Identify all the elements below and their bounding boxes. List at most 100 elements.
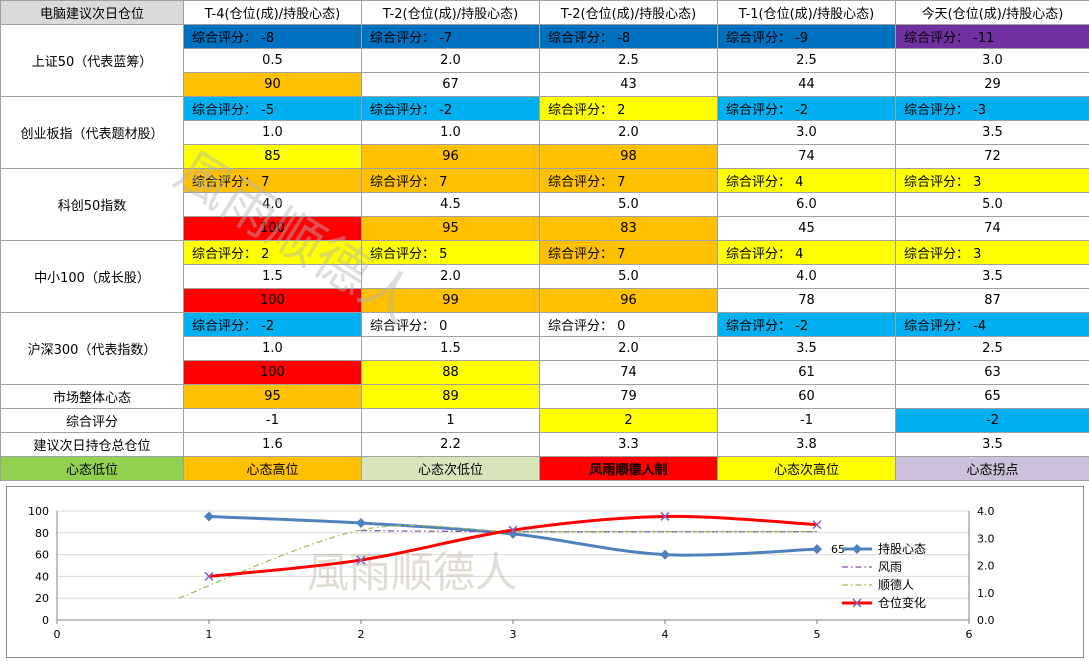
legend-cell[interactable]: 风雨顺德人制 [540,457,718,481]
sentiment-cell[interactable]: 88 [362,361,540,385]
sentiment-cell[interactable]: 100 [184,361,362,385]
market-sentiment-row-cell[interactable]: 89 [362,385,540,409]
sentiment-cell[interactable]: 99 [362,289,540,313]
next-position-row-cell[interactable]: 3.8 [718,433,896,457]
position-cell[interactable]: 4.5 [362,193,540,217]
score-cell[interactable]: 综合评分： 0 [362,313,540,337]
sentiment-cell[interactable]: 90 [184,73,362,97]
sentiment-cell[interactable]: 72 [896,145,1089,169]
score-cell[interactable]: 综合评分： -7 [362,25,540,49]
position-cell[interactable]: 0.5 [184,49,362,73]
next-position-row-cell[interactable]: 2.2 [362,433,540,457]
sentiment-cell[interactable]: 43 [540,73,718,97]
position-cell[interactable]: 5.0 [540,265,718,289]
score-cell[interactable]: 综合评分： -5 [184,97,362,121]
sentiment-cell[interactable]: 78 [718,289,896,313]
index-name[interactable]: 上证50（代表蓝筹） [1,25,184,97]
score-cell[interactable]: 综合评分： -9 [718,25,896,49]
overall-score-row-cell[interactable]: -1 [184,409,362,433]
overall-score-row-cell[interactable]: 1 [362,409,540,433]
overall-score-row-cell[interactable]: 2 [540,409,718,433]
market-sentiment-row-cell[interactable]: 95 [184,385,362,409]
header-col-2[interactable]: T-2(仓位(成)/持股心态) [362,1,540,25]
position-cell[interactable]: 1.0 [184,121,362,145]
sentiment-cell[interactable]: 96 [362,145,540,169]
sentiment-cell[interactable]: 45 [718,217,896,241]
sentiment-cell[interactable]: 44 [718,73,896,97]
score-cell[interactable]: 综合评分： 7 [184,169,362,193]
position-cell[interactable]: 2.0 [362,265,540,289]
index-name[interactable]: 创业板指（代表题材股） [1,97,184,169]
position-cell[interactable]: 1.0 [184,337,362,361]
sentiment-cell[interactable]: 100 [184,217,362,241]
legend-cell[interactable]: 心态低位 [1,457,184,481]
score-cell[interactable]: 综合评分： 0 [540,313,718,337]
position-cell[interactable]: 2.5 [718,49,896,73]
sentiment-cell[interactable]: 74 [896,217,1089,241]
position-cell[interactable]: 2.0 [540,121,718,145]
score-cell[interactable]: 综合评分： 2 [540,97,718,121]
score-cell[interactable]: 综合评分： -3 [896,97,1089,121]
position-cell[interactable]: 6.0 [718,193,896,217]
position-cell[interactable]: 4.0 [718,265,896,289]
legend-cell[interactable]: 心态高位 [184,457,362,481]
overall-score-row-cell[interactable]: -1 [718,409,896,433]
legend-cell[interactable]: 心态次高位 [718,457,896,481]
score-cell[interactable]: 综合评分： -2 [184,313,362,337]
position-cell[interactable]: 3.5 [896,121,1089,145]
score-cell[interactable]: 综合评分： -2 [718,97,896,121]
market-sentiment-row-cell[interactable]: 79 [540,385,718,409]
position-cell[interactable]: 1.5 [362,337,540,361]
header-col-5[interactable]: 今天(仓位(成)/持股心态) [896,1,1089,25]
sentiment-cell[interactable]: 63 [896,361,1089,385]
position-cell[interactable]: 3.5 [896,265,1089,289]
score-cell[interactable]: 综合评分： -8 [540,25,718,49]
position-cell[interactable]: 2.0 [540,337,718,361]
sentiment-cell[interactable]: 95 [362,217,540,241]
next-position-row-cell[interactable]: 3.5 [896,433,1089,457]
position-cell[interactable]: 4.0 [184,193,362,217]
sentiment-cell[interactable]: 100 [184,289,362,313]
sentiment-cell[interactable]: 98 [540,145,718,169]
market-sentiment-row-cell[interactable]: 60 [718,385,896,409]
next-position-row-cell[interactable]: 3.3 [540,433,718,457]
position-cell[interactable]: 1.0 [362,121,540,145]
score-cell[interactable]: 综合评分： -4 [896,313,1089,337]
position-cell[interactable]: 5.0 [896,193,1089,217]
sentiment-cell[interactable]: 67 [362,73,540,97]
score-cell[interactable]: 综合评分： -2 [718,313,896,337]
overall-score-row-label[interactable]: 综合评分 [1,409,184,433]
position-cell[interactable]: 2.0 [362,49,540,73]
score-cell[interactable]: 综合评分： 7 [540,169,718,193]
position-cell[interactable]: 3.0 [896,49,1089,73]
next-position-row-cell[interactable]: 1.6 [184,433,362,457]
score-cell[interactable]: 综合评分： 3 [896,241,1089,265]
score-cell[interactable]: 综合评分： -2 [362,97,540,121]
score-cell[interactable]: 综合评分： -8 [184,25,362,49]
market-sentiment-row-cell[interactable]: 65 [896,385,1089,409]
legend-cell[interactable]: 心态次低位 [362,457,540,481]
score-cell[interactable]: 综合评分： 5 [362,241,540,265]
position-cell[interactable]: 2.5 [896,337,1089,361]
sentiment-cell[interactable]: 29 [896,73,1089,97]
score-cell[interactable]: 综合评分： 3 [896,169,1089,193]
score-cell[interactable]: 综合评分： 2 [184,241,362,265]
position-cell[interactable]: 3.0 [718,121,896,145]
sentiment-cell[interactable]: 96 [540,289,718,313]
position-cell[interactable]: 3.5 [718,337,896,361]
legend-cell[interactable]: 心态拐点 [896,457,1089,481]
index-name[interactable]: 中小100（成长股） [1,241,184,313]
market-sentiment-row-label[interactable]: 市场整体心态 [1,385,184,409]
header-col-4[interactable]: T-1(仓位(成)/持股心态) [718,1,896,25]
score-cell[interactable]: 综合评分： 4 [718,169,896,193]
header-col-3[interactable]: T-2(仓位(成)/持股心态) [540,1,718,25]
sentiment-cell[interactable]: 74 [540,361,718,385]
sentiment-cell[interactable]: 74 [718,145,896,169]
corner-cell[interactable]: 电脑建议次日仓位 [1,1,184,25]
position-cell[interactable]: 2.5 [540,49,718,73]
score-cell[interactable]: 综合评分： 7 [362,169,540,193]
sentiment-cell[interactable]: 83 [540,217,718,241]
sentiment-cell[interactable]: 87 [896,289,1089,313]
position-cell[interactable]: 5.0 [540,193,718,217]
